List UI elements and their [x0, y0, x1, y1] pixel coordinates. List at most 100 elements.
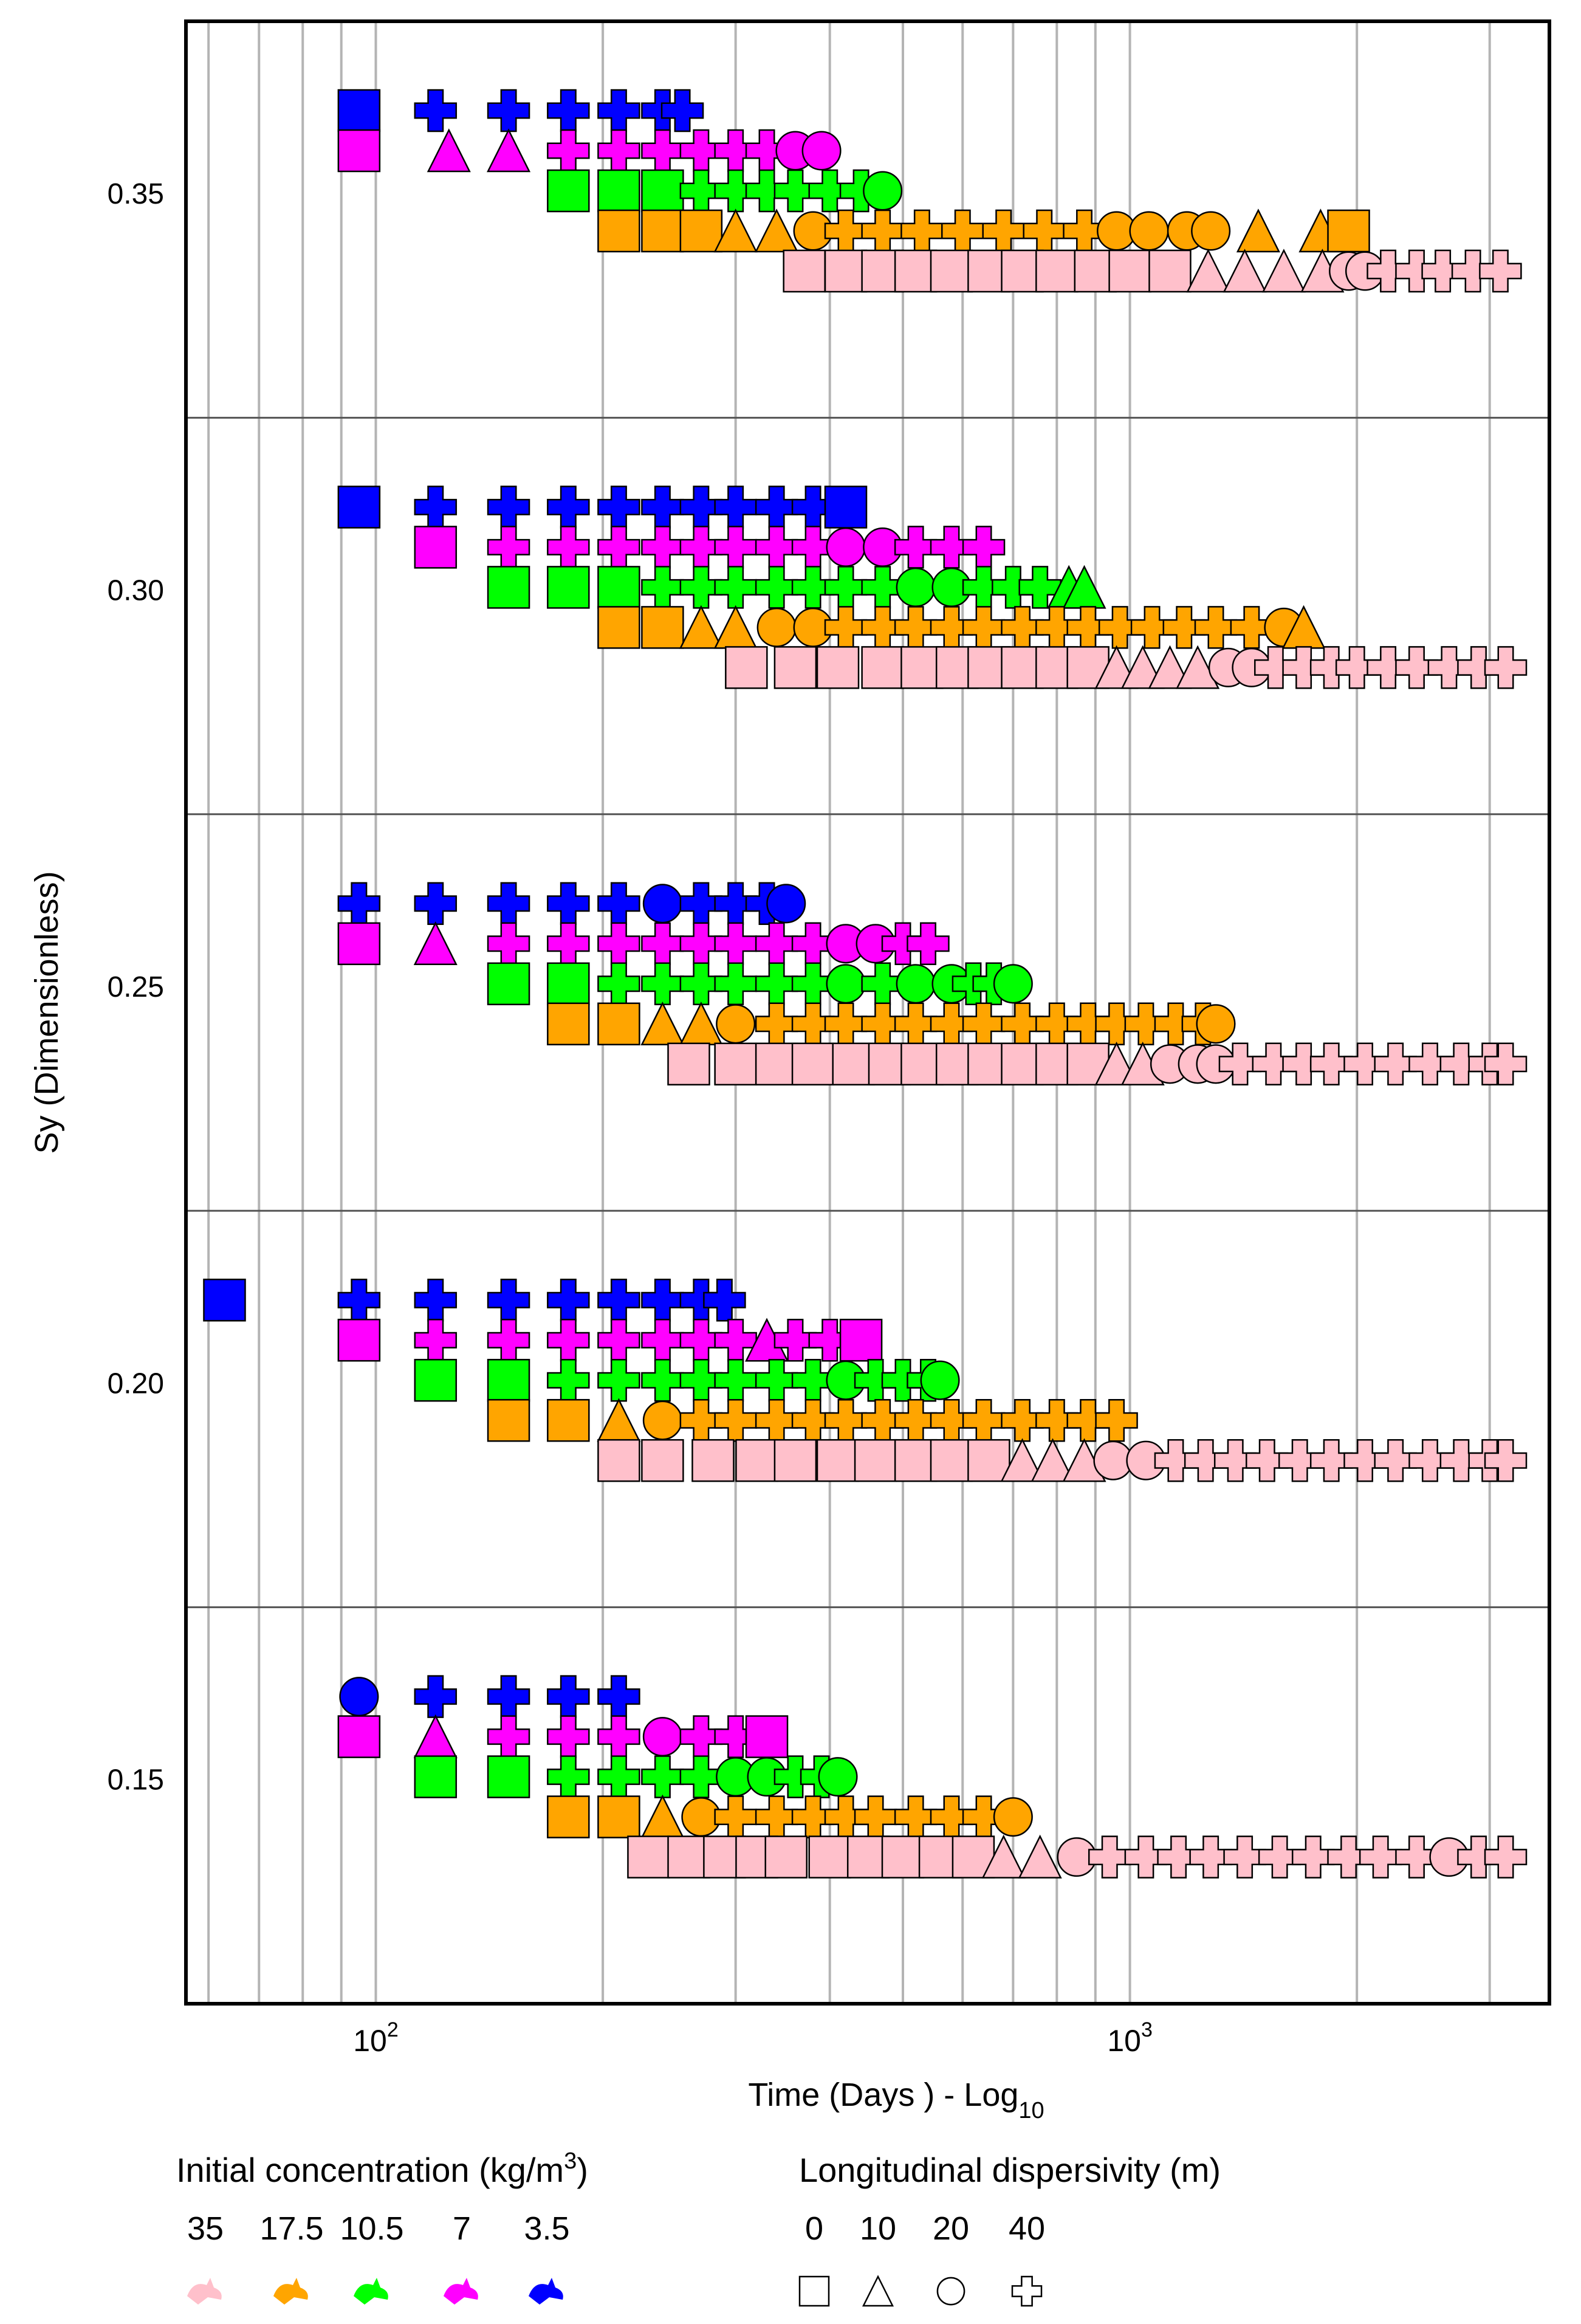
data-point-cross [962, 1398, 1006, 1442]
data-point-cross [1023, 209, 1066, 253]
data-point-cross [1218, 1042, 1262, 1086]
legend-color-swatch [273, 2278, 308, 2305]
data-point-cross [597, 486, 640, 529]
data-point-cross [714, 1715, 757, 1758]
data-point-cross [414, 1675, 458, 1718]
data-point-cross [1258, 1835, 1301, 1879]
data-point-cross [487, 882, 530, 926]
data-point-cross [930, 526, 973, 569]
legend-concentration-value: 17.5 [259, 2210, 323, 2247]
series-sy0.3-c35 [725, 645, 1528, 689]
data-point-circle [920, 1360, 960, 1400]
data-point-cross [755, 1398, 798, 1442]
data-point-triangle [1236, 208, 1280, 253]
data-point-cross [791, 566, 835, 609]
data-point-cross [679, 566, 723, 609]
data-point-cross [547, 526, 590, 569]
data-point-cross [1374, 1439, 1417, 1482]
data-point-square [547, 169, 590, 213]
data-point-triangle [1261, 249, 1306, 293]
data-point-cross [755, 526, 798, 569]
data-point-square [1035, 249, 1079, 293]
data-point-square [824, 486, 868, 529]
data-point-cross [755, 486, 798, 529]
data-point-cross [1395, 1835, 1438, 1879]
data-point-cross [547, 922, 590, 966]
legend-color-swatch [444, 2278, 478, 2305]
data-point-cross [597, 526, 640, 569]
data-point-circle [642, 1400, 682, 1440]
data-point-triangle [755, 208, 799, 253]
data-point-cross [824, 566, 868, 609]
y-tick-label: 0.35 [108, 178, 164, 210]
data-point-square [816, 1439, 860, 1482]
data-point-cross [641, 922, 684, 966]
series-sy0.3-c10.5 [487, 565, 1106, 609]
x-tick-labels: 102 103 [353, 2018, 1153, 2058]
data-point-circle [642, 1717, 682, 1757]
data-point-cross [1154, 1439, 1198, 1482]
data-point-cross [547, 89, 590, 132]
data-point-cross [597, 922, 640, 966]
data-point-square [816, 646, 860, 689]
data-point-cross [547, 1358, 590, 1402]
data-point-cross [1035, 1398, 1079, 1442]
legend-marker-circle [936, 2277, 965, 2306]
data-point-square [755, 1042, 798, 1086]
data-point-cross [962, 526, 1006, 569]
data-point-cross [755, 1795, 798, 1838]
data-point-triangle [1000, 1438, 1044, 1482]
data-point-cross [982, 209, 1025, 253]
series-sy0.2-c7 [337, 1318, 883, 1362]
series-sy0.2-c35 [597, 1438, 1528, 1482]
data-point-cross [547, 1318, 590, 1362]
data-point-cross [773, 169, 817, 213]
data-point-square [764, 1835, 808, 1879]
data-point-square [547, 962, 590, 1006]
y-tick-label: 0.25 [108, 971, 164, 1003]
series-sy0.25-c10.5 [487, 962, 1033, 1006]
data-point-cross [1130, 606, 1174, 649]
series-sy0.15-c10.5 [414, 1755, 858, 1798]
data-point-square [930, 249, 973, 293]
data-point-square [725, 646, 768, 689]
data-point-cross [714, 169, 757, 213]
data-point-triangle [679, 1002, 723, 1046]
series-sy0.35-c10.5 [547, 169, 903, 213]
data-point-square [1327, 209, 1370, 253]
data-point-cross [1479, 249, 1522, 293]
plot-frame [184, 19, 1551, 2006]
data-point-triangle [640, 1002, 685, 1046]
data-point-cross [1335, 646, 1379, 689]
data-point-circle [1129, 211, 1169, 251]
legend-color-swatch [529, 2278, 563, 2305]
data-point-cross [714, 526, 757, 569]
data-point-cross [547, 1278, 590, 1322]
data-point-triangle [1223, 249, 1267, 293]
data-point-cross [641, 1755, 684, 1798]
data-point-square [791, 1042, 835, 1086]
data-point-square [1108, 249, 1151, 293]
data-point-cross [641, 1318, 684, 1362]
data-point-square [487, 1755, 530, 1798]
data-point-circle [818, 1757, 858, 1797]
data-point-cross [414, 1278, 458, 1322]
data-point-square [824, 249, 868, 293]
data-point-square [547, 566, 590, 609]
data-point-cross [487, 1318, 530, 1362]
data-point-square [641, 209, 684, 253]
data-point-triangle [1031, 1438, 1075, 1482]
data-point-cross [714, 922, 757, 966]
data-point-cross [1213, 1439, 1257, 1482]
data-point-cross [1408, 1042, 1452, 1086]
data-point-square [832, 1042, 875, 1086]
data-point-square [967, 1439, 1010, 1482]
series-sy0.2-c10.5 [414, 1358, 960, 1402]
data-point-triangle [981, 1834, 1026, 1879]
legend-color-swatch [354, 2278, 388, 2305]
x-tick-label: 103 [1107, 2018, 1153, 2058]
data-point-square [547, 1795, 590, 1838]
data-point-cross [487, 526, 530, 569]
data-point-cross [487, 1278, 530, 1322]
